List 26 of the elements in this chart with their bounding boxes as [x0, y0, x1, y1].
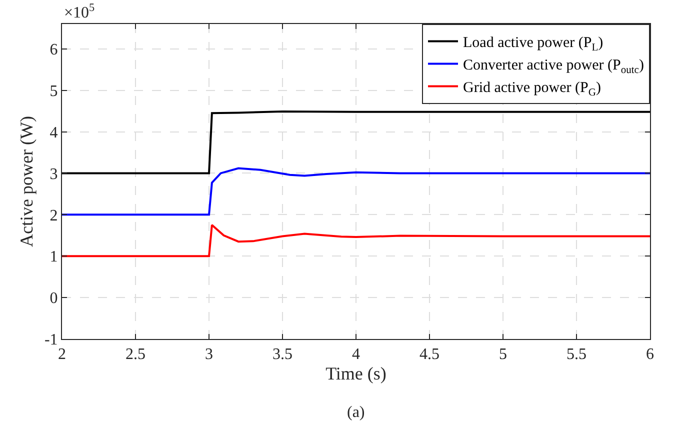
x-tick-label: 4	[352, 346, 360, 364]
line-series	[62, 167, 650, 216]
line-series	[62, 110, 650, 174]
x-tick-label: 3.5	[272, 346, 292, 364]
x-tick-label: 5	[499, 346, 507, 364]
x-tick-label: 4.5	[420, 346, 440, 364]
y-tick-label: 4	[50, 124, 58, 142]
legend-label: Grid active power (P$_{G}$)	[463, 80, 601, 98]
legend-label: Converter active power (P$_{outc}$)	[463, 58, 644, 76]
y-tick-label: 6	[50, 41, 58, 58]
line-series	[62, 224, 650, 258]
y-axis-title: Active power (W)	[16, 116, 37, 247]
x-tick-label: 5.5	[566, 346, 586, 364]
x-tick-label: 3	[205, 346, 213, 364]
y-tick-label: 2	[50, 207, 58, 224]
text: (a)	[347, 404, 365, 421]
legend-label: Load active power (P$_{L}$)	[463, 35, 604, 54]
y-tick-label: -1	[44, 332, 58, 349]
y-tick-label: 1	[50, 248, 58, 266]
y-tick-label: 0	[50, 290, 58, 308]
x-tick-label: 6	[646, 346, 654, 364]
text: ×10$^{5}$	[64, 2, 96, 22]
y-tick-label: 3	[50, 166, 58, 183]
x-tick-label: 2.5	[126, 346, 146, 364]
y-tick-label: 5	[50, 82, 58, 100]
x-axis-title: Time (s)	[326, 363, 386, 384]
